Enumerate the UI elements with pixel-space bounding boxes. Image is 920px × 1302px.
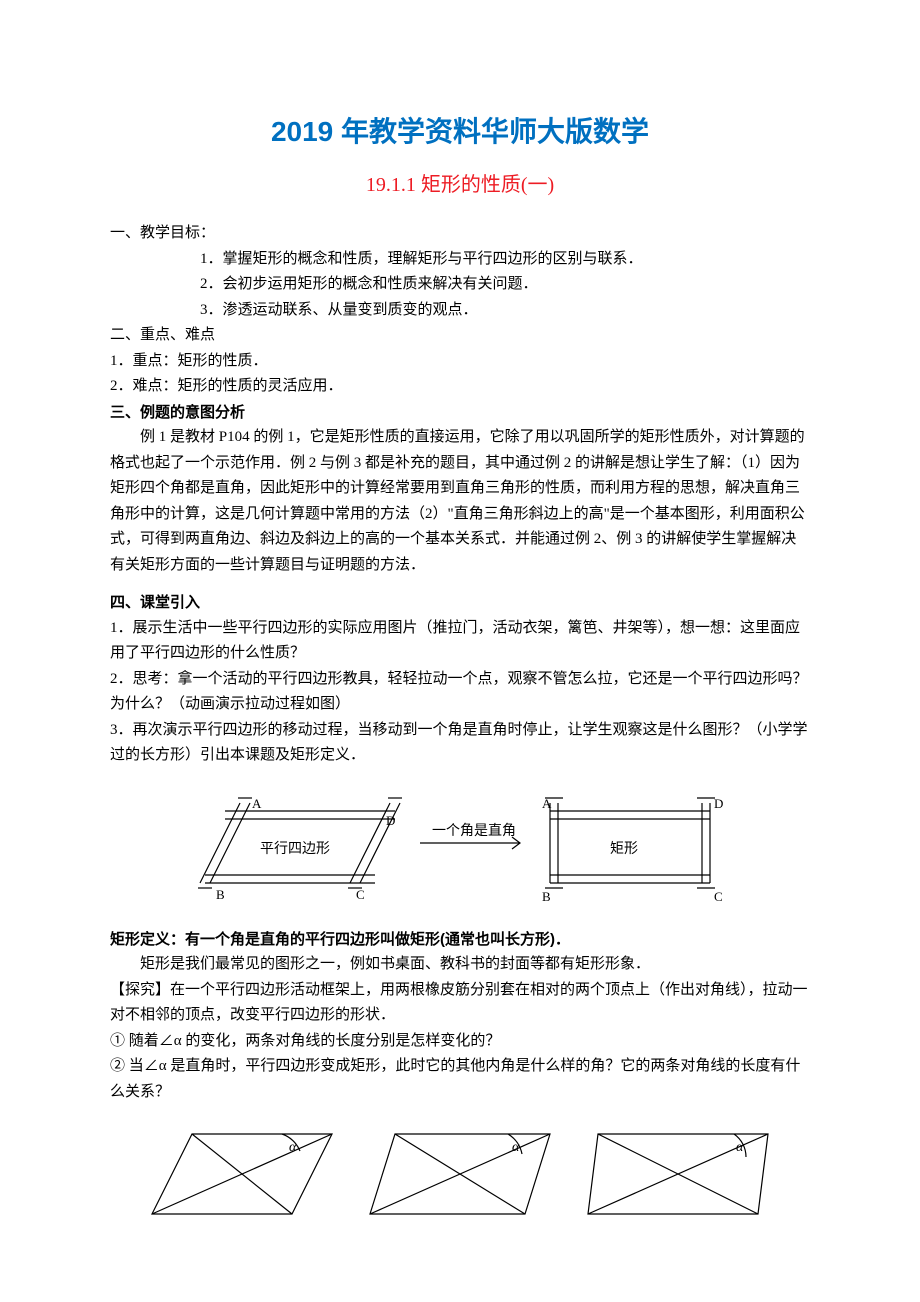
sec3-para: 例 1 是教材 P104 的例 1，它是矩形性质的直接运用，它除了用以巩固所学的… — [110, 425, 810, 578]
sec1-item2: 2．会初步运用矩形的概念和性质来解决有关问题． — [110, 272, 810, 298]
rect-definition: 矩形定义：有一个角是直角的平行四边形叫做矩形(通常也叫长方形)． — [110, 927, 810, 953]
alpha-1: α — [289, 1140, 297, 1155]
parallelogram-to-rect-svg: A D B C 平行四边形 一个角是直角 — [180, 783, 740, 913]
fig1-label-left: 平行四边形 — [260, 841, 330, 857]
sec1-item3: 3．渗透运动联系、从量变到质变的观点． — [110, 298, 810, 324]
sec2-head: 二、重点、难点 — [110, 323, 810, 349]
page: 2019 年教学资料华师大版数学 19.1.1 矩形的性质(一) 一、教学目标：… — [0, 0, 920, 1283]
sec4-p3: 3．再次演示平行四边形的移动过程，当移动到一个角是直角时停止，让学生观察这是什么… — [110, 718, 810, 769]
label-C2: C — [714, 889, 723, 904]
sec4-p7: ② 当∠α 是直角时，平行四边形变成矩形，此时它的其他内角是什么样的角？它的两条… — [110, 1054, 810, 1105]
label-B2: B — [542, 889, 551, 904]
alpha-2: α — [512, 1140, 520, 1155]
sec2-l2: 2．难点：矩形的性质的灵活应用． — [110, 374, 810, 400]
label-D2: D — [714, 796, 723, 811]
sec4-p5: 【探究】在一个平行四边形活动框架上，用两根橡皮筋分别套在相对的两个顶点上（作出对… — [110, 978, 810, 1029]
label-D: D — [386, 813, 395, 828]
sub-title: 19.1.1 矩形的性质(一) — [110, 168, 810, 197]
parallelogram-a-svg: α — [142, 1119, 342, 1229]
parallelogram-c-svg: α — [578, 1119, 778, 1229]
alpha-3: α — [736, 1140, 744, 1155]
sec4-p2: 2．思考：拿一个活动的平行四边形教具，轻轻拉动一个点，观察不管怎么拉，它还是一个… — [110, 667, 810, 718]
parallelogram-b-svg: α — [360, 1119, 560, 1229]
label-B: B — [216, 887, 225, 902]
fig1-label-right: 矩形 — [610, 841, 638, 857]
fig1-label-arrow: 一个角是直角 — [432, 822, 516, 839]
sec4-head: 四、课堂引入 — [110, 590, 810, 616]
sec1-head: 一、教学目标： — [110, 221, 810, 247]
sec3-head: 三、例题的意图分析 — [110, 400, 810, 426]
sec4-p4: 矩形是我们最常见的图形之一，例如书桌面、教科书的封面等都有矩形形象． — [110, 952, 810, 978]
figure-2: α α α — [110, 1119, 810, 1229]
sec1-item1: 1．掌握矩形的概念和性质，理解矩形与平行四边形的区别与联系． — [110, 247, 810, 273]
sec4-p6: ① 随着∠α 的变化，两条对角线的长度分别是怎样变化的？ — [110, 1029, 810, 1055]
sec2-l1: 1．重点：矩形的性质． — [110, 349, 810, 375]
sec4-p1: 1．展示生活中一些平行四边形的实际应用图片（推拉门，活动衣架，篱笆、井架等），想… — [110, 616, 810, 667]
label-A2: A — [542, 796, 552, 811]
label-A: A — [252, 796, 262, 811]
main-title: 2019 年教学资料华师大版数学 — [110, 110, 810, 150]
figure-1: A D B C 平行四边形 一个角是直角 — [110, 783, 810, 913]
label-C: C — [356, 887, 365, 902]
